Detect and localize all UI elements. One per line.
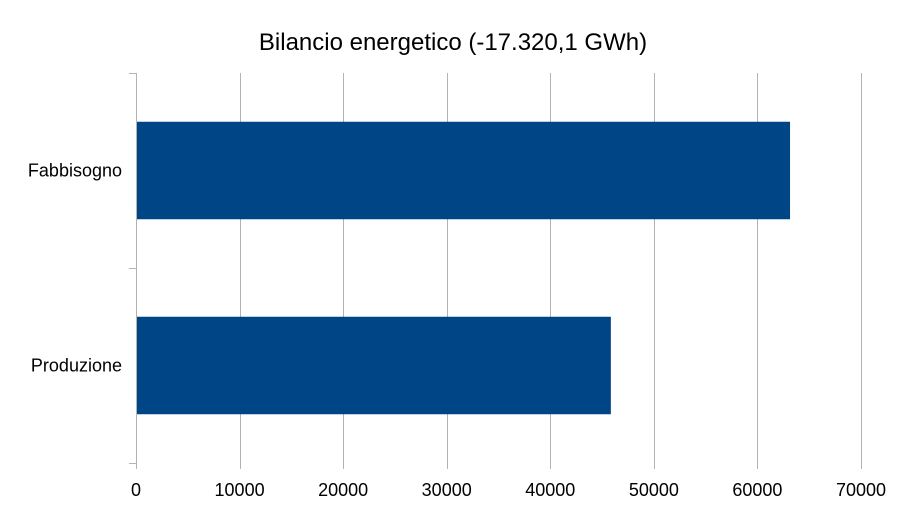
x-tick-label: 20000 — [318, 480, 368, 500]
bar-produzione — [136, 316, 611, 415]
x-tick-label: 70000 — [836, 480, 886, 500]
axis-layer: 0 10000 20000 30000 40000 50000 60000 70000 Fabb… — [28, 73, 886, 500]
x-tick-label: 10000 — [215, 480, 265, 500]
x-tick-label: 30000 — [422, 480, 472, 500]
y-category-label: Fabbisogno — [28, 161, 122, 181]
bars-layer — [136, 121, 791, 415]
x-tick-label: 40000 — [525, 480, 575, 500]
chart-title: Bilancio energetico (-17.320,1 GWh) — [259, 29, 647, 56]
x-tick-label: 0 — [131, 480, 141, 500]
y-category-label: Produzione — [31, 356, 122, 376]
bar-fabbisogno — [136, 121, 791, 220]
x-tick-label: 50000 — [629, 480, 679, 500]
x-tick-label: 60000 — [732, 480, 782, 500]
